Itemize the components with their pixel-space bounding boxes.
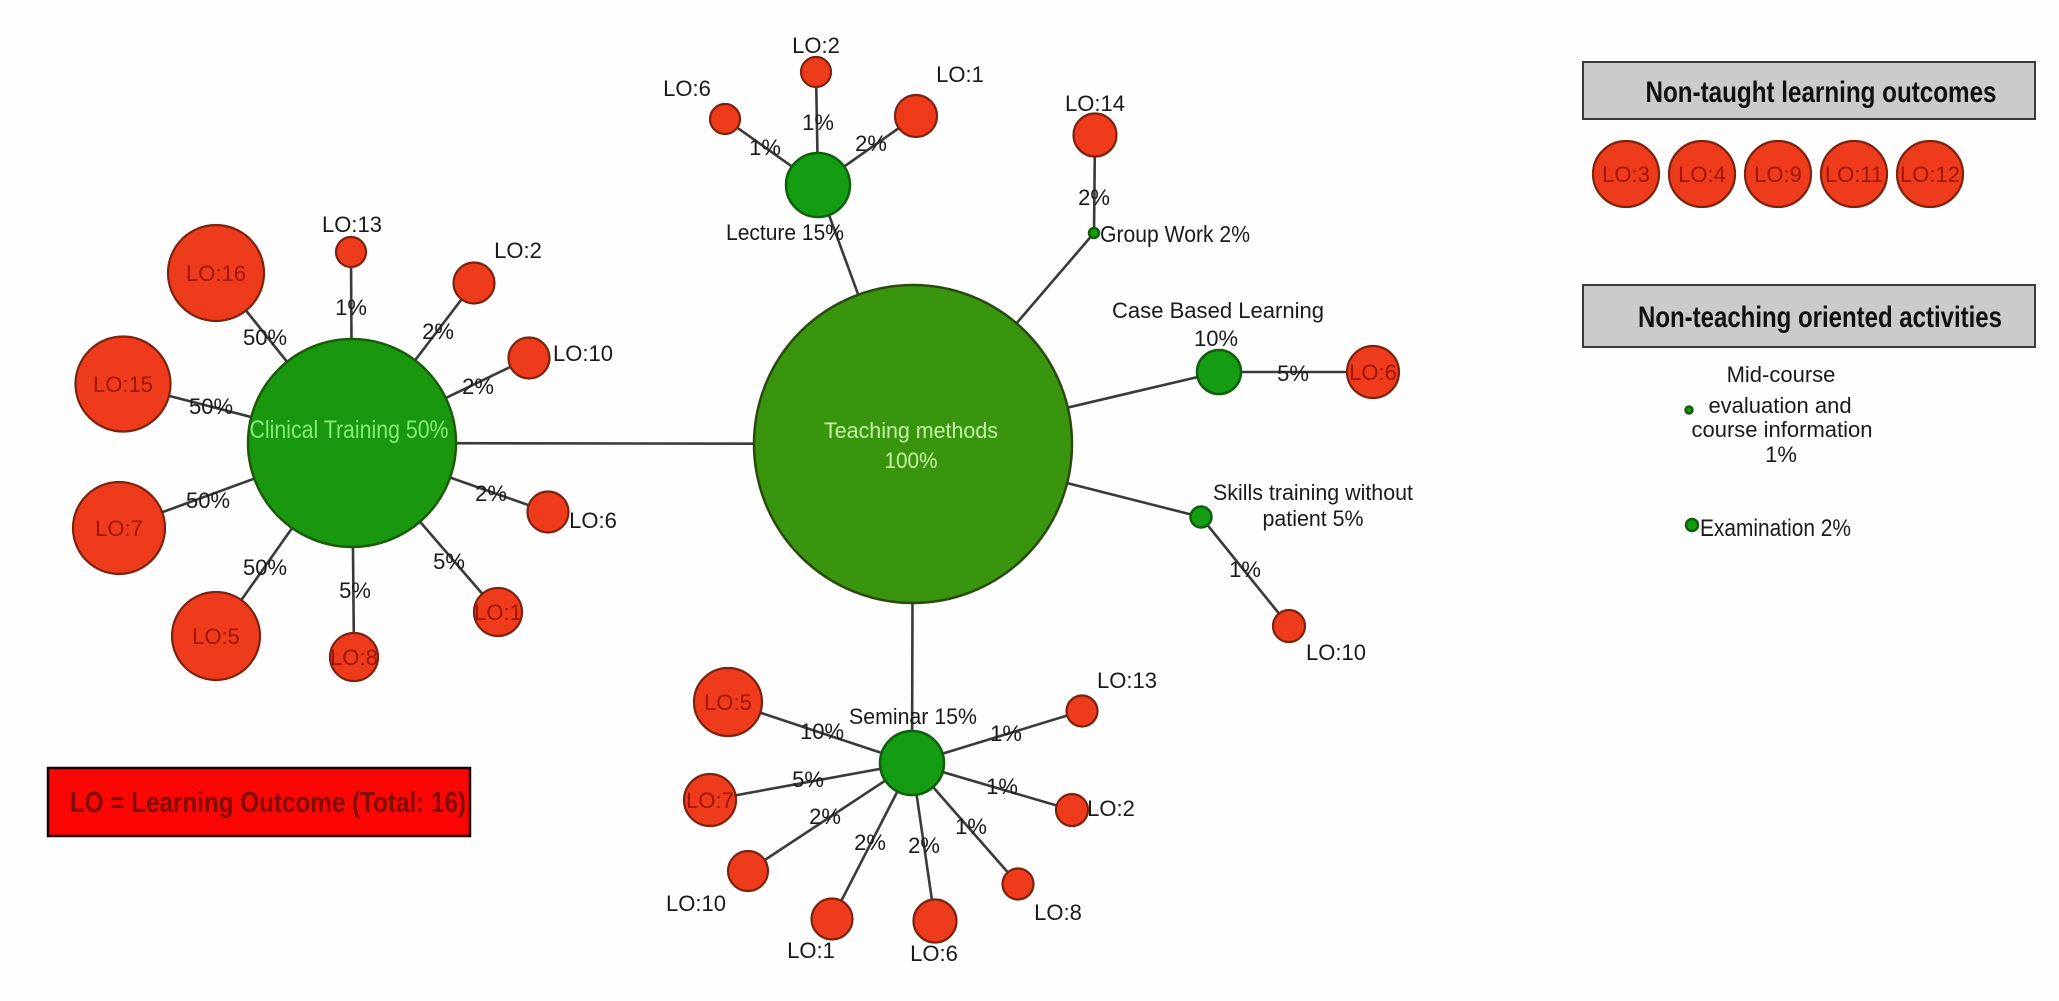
svg-text:LO:15: LO:15 — [93, 372, 153, 397]
svg-text:LO:7: LO:7 — [686, 788, 734, 813]
svg-text:LO:4: LO:4 — [1678, 162, 1726, 187]
svg-text:5%: 5% — [339, 578, 371, 603]
svg-text:LO:3: LO:3 — [1602, 162, 1650, 187]
svg-text:2%: 2% — [908, 833, 940, 858]
svg-text:LO:13: LO:13 — [322, 212, 382, 237]
svg-text:1%: 1% — [986, 774, 1018, 799]
svg-text:2%: 2% — [855, 131, 887, 156]
svg-text:5%: 5% — [792, 767, 824, 792]
svg-text:1%: 1% — [955, 814, 987, 839]
svg-text:LO:10: LO:10 — [1306, 640, 1366, 665]
svg-text:LO:2: LO:2 — [792, 33, 840, 58]
svg-text:LO:10: LO:10 — [666, 891, 726, 916]
svg-text:Group Work 2%: Group Work 2% — [1100, 221, 1250, 247]
svg-text:1%: 1% — [990, 721, 1022, 746]
svg-text:LO:8: LO:8 — [1034, 900, 1082, 925]
svg-text:LO:6: LO:6 — [910, 941, 958, 966]
svg-text:10%: 10% — [1194, 326, 1238, 351]
svg-text:Case Based Learning: Case Based Learning — [1112, 298, 1324, 323]
svg-text:LO:14: LO:14 — [1065, 91, 1125, 116]
svg-text:LO = Learning Outcome (Total:: LO = Learning Outcome (Total: 16) — [70, 787, 466, 819]
svg-text:LO:6: LO:6 — [1349, 360, 1397, 385]
svg-text:1%: 1% — [1229, 557, 1261, 582]
svg-text:Teaching methods: Teaching methods — [824, 418, 998, 443]
svg-text:course information: course information — [1692, 417, 1873, 442]
svg-text:LO:11: LO:11 — [1825, 162, 1883, 187]
svg-text:LO:13: LO:13 — [1097, 668, 1157, 693]
svg-text:1%: 1% — [749, 135, 781, 160]
svg-text:LO:6: LO:6 — [663, 76, 711, 101]
svg-text:LO:2: LO:2 — [1087, 796, 1135, 821]
svg-text:LO:2: LO:2 — [494, 238, 542, 263]
svg-text:Mid-course: Mid-course — [1727, 362, 1836, 387]
svg-text:LO:5: LO:5 — [704, 690, 752, 715]
svg-text:2%: 2% — [422, 319, 454, 344]
svg-text:Clinical Training 50%: Clinical Training 50% — [250, 416, 449, 444]
svg-text:LO:8: LO:8 — [330, 645, 378, 670]
svg-text:LO:1: LO:1 — [474, 600, 522, 625]
svg-text:LO:1: LO:1 — [787, 938, 835, 963]
svg-text:2%: 2% — [475, 481, 507, 506]
svg-text:1%: 1% — [1765, 442, 1797, 467]
svg-text:1%: 1% — [335, 295, 367, 320]
svg-text:LO:12: LO:12 — [1900, 162, 1960, 187]
svg-text:LO:16: LO:16 — [186, 261, 246, 286]
svg-text:5%: 5% — [1277, 361, 1309, 386]
svg-text:evaluation and: evaluation and — [1708, 393, 1851, 418]
svg-text:LO:7: LO:7 — [95, 516, 143, 541]
svg-text:LO:9: LO:9 — [1754, 162, 1802, 187]
svg-text:LO:5: LO:5 — [192, 624, 240, 649]
svg-text:Non-teaching oriented activiti: Non-teaching oriented activities — [1638, 301, 2002, 334]
svg-text:10%: 10% — [800, 719, 844, 744]
svg-text:1%: 1% — [802, 110, 834, 135]
svg-text:Lecture 15%: Lecture 15% — [726, 220, 844, 245]
svg-text:50%: 50% — [243, 555, 287, 580]
svg-text:Skills training without: Skills training without — [1213, 480, 1413, 505]
svg-text:Non-taught learning outcomes: Non-taught learning outcomes — [1646, 76, 1997, 109]
svg-text:2%: 2% — [854, 830, 886, 855]
svg-text:5%: 5% — [433, 549, 465, 574]
svg-text:50%: 50% — [189, 394, 233, 419]
svg-text:patient 5%: patient 5% — [1263, 506, 1364, 531]
svg-text:100%: 100% — [885, 448, 938, 473]
svg-text:LO:1: LO:1 — [936, 62, 984, 87]
svg-text:LO:10: LO:10 — [553, 341, 613, 366]
svg-text:50%: 50% — [243, 325, 287, 350]
svg-text:50%: 50% — [186, 488, 230, 513]
svg-text:2%: 2% — [462, 374, 494, 399]
svg-text:2%: 2% — [1078, 185, 1110, 210]
svg-text:LO:6: LO:6 — [569, 508, 617, 533]
svg-text:Examination 2%: Examination 2% — [1700, 515, 1851, 542]
svg-text:2%: 2% — [809, 804, 841, 829]
svg-text:Seminar 15%: Seminar 15% — [849, 704, 977, 729]
